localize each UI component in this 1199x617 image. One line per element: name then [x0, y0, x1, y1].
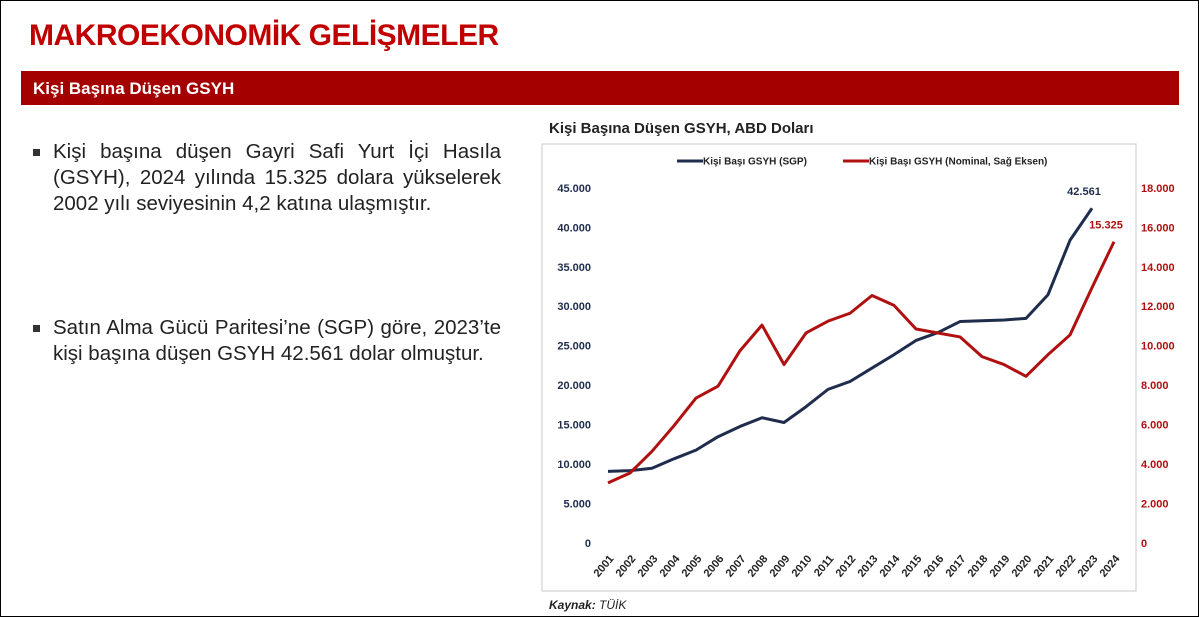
x-tick-label: 2010	[790, 553, 815, 579]
x-tick-label: 2011	[812, 553, 837, 579]
y-tick-label: 45.000	[557, 183, 591, 195]
y-tick-label: 5.000	[563, 498, 591, 510]
bullet: Satın Alma Gücü Paritesi’ne (SGP) göre, …	[33, 316, 501, 365]
y2-tick-label: 8.000	[1141, 380, 1169, 392]
y-tick-label: 30.000	[557, 301, 591, 313]
y-tick-label: 0	[585, 538, 591, 550]
x-tick-label: 2006	[702, 553, 727, 579]
slide-title: MAKROEKONOMİK GELİŞMELER	[29, 19, 499, 52]
x-tick-label: 2015	[900, 553, 925, 579]
data-label: 15.325	[1089, 220, 1123, 232]
x-tick-label: 2021	[1032, 553, 1057, 579]
y-tick-label: 35.000	[557, 262, 591, 274]
y2-tick-label: 16.000	[1141, 222, 1175, 234]
source-label: Kaynak:	[549, 598, 596, 612]
x-tick-label: 2014	[878, 552, 903, 579]
bullet: Kişi başına düşen Gayri Safi Yurt İçi Ha…	[33, 140, 501, 215]
x-tick-label: 2004	[658, 552, 683, 579]
y-tick-label: 20.000	[557, 380, 591, 392]
section-bar: Kişi Başına Düşen GSYH	[21, 71, 1179, 105]
x-tick-label: 2002	[614, 553, 639, 579]
y2-tick-label: 10.000	[1141, 341, 1175, 353]
y-tick-label: 40.000	[557, 222, 591, 234]
data-label: 42.561	[1067, 186, 1101, 198]
x-tick-label: 2012	[834, 553, 859, 579]
y2-tick-label: 6.000	[1141, 420, 1169, 432]
legend-label: Kişi Başı GSYH (SGP)	[703, 157, 807, 168]
y-tick-label: 10.000	[557, 459, 591, 471]
x-tick-label: 2005	[680, 553, 705, 579]
y2-tick-label: 4.000	[1141, 459, 1169, 471]
source: Kaynak: TÜİK	[549, 598, 626, 612]
y2-tick-label: 2.000	[1141, 498, 1169, 510]
y2-tick-label: 12.000	[1141, 301, 1175, 313]
x-tick-label: 2020	[1010, 553, 1035, 579]
x-tick-label: 2003	[636, 553, 661, 579]
source-text: TÜİK	[599, 598, 627, 612]
chart-frame	[541, 143, 1137, 592]
x-tick-label: 2009	[768, 553, 793, 579]
y2-tick-label: 18.000	[1141, 183, 1175, 195]
line-series	[607, 207, 1094, 473]
x-tick-label: 2008	[746, 553, 771, 579]
x-tick-label: 2022	[1054, 553, 1079, 579]
x-tick-label: 2019	[988, 553, 1013, 579]
x-tick-label: 2013	[856, 553, 881, 579]
y-tick-label: 25.000	[557, 341, 591, 353]
x-tick-label: 2001	[592, 553, 617, 579]
y2-tick-label: 0	[1141, 538, 1147, 550]
legend-label: Kişi Başı GSYH (Nominal, Sağ Eksen)	[869, 157, 1047, 168]
x-tick-label: 2023	[1076, 553, 1101, 579]
x-tick-label: 2018	[966, 553, 991, 579]
x-tick-label: 2017	[944, 553, 969, 579]
chart-title: Kişi Başına Düşen GSYH, ABD Doları	[549, 120, 814, 137]
section-title: Kişi Başına Düşen GSYH	[33, 79, 235, 98]
x-tick-label: 2007	[724, 553, 749, 579]
y-tick-label: 15.000	[557, 420, 591, 432]
x-tick-label: 2016	[922, 553, 947, 579]
line-series	[607, 241, 1116, 485]
x-tick-label: 2024	[1098, 552, 1123, 579]
y2-tick-label: 14.000	[1141, 262, 1175, 274]
